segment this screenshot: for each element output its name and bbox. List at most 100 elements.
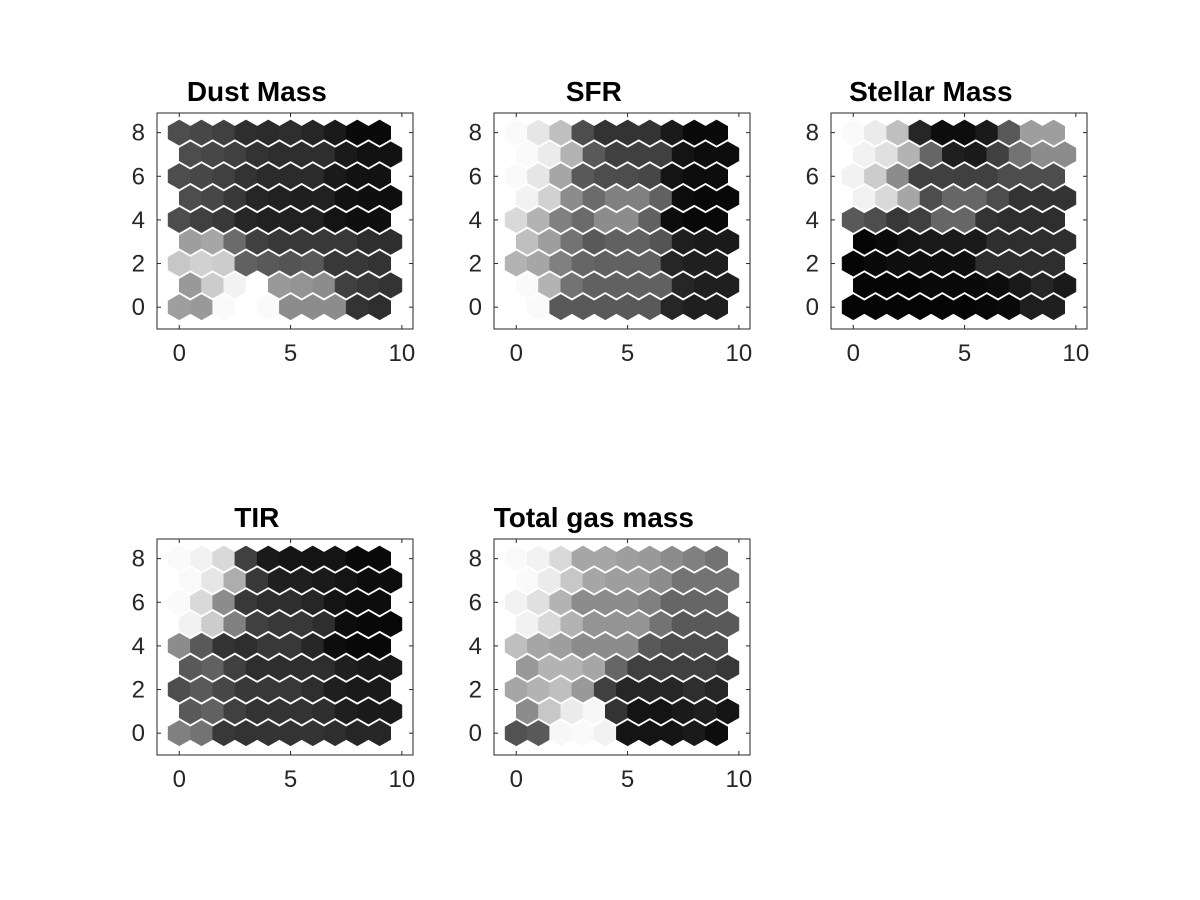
hex-cell: [345, 163, 369, 190]
hex-cell: [515, 698, 539, 725]
hex-cell: [638, 720, 662, 747]
hex-cell: [245, 185, 269, 212]
hex-cell: [705, 676, 729, 703]
hex-cell: [527, 545, 551, 572]
hex-cell: [616, 720, 640, 747]
hex-cell: [560, 654, 584, 681]
hex-cell: [560, 272, 584, 299]
hex-cell: [290, 654, 314, 681]
x-tick-label: 5: [621, 766, 634, 793]
hex-cell: [504, 720, 528, 747]
hex-cell: [671, 698, 695, 725]
hex-cell: [693, 141, 717, 168]
hex-cell: [527, 632, 551, 659]
hex-cell: [515, 611, 539, 638]
hex-cell: [660, 119, 684, 146]
hex-cell: [671, 141, 695, 168]
hex-cell: [716, 228, 740, 255]
hex-cell: [693, 185, 717, 212]
hex-cell: [705, 589, 729, 616]
hex-cell: [560, 185, 584, 212]
hex-cell: [290, 272, 314, 299]
panel-1: 0 5 10 0 2 4 6 8 SFR: [469, 76, 753, 367]
hex-cell: [245, 228, 269, 255]
hex-cell: [356, 698, 380, 725]
hex-cell: [504, 632, 528, 659]
hex-cell: [930, 250, 954, 277]
hex-cell: [682, 119, 706, 146]
hex-cell: [515, 654, 539, 681]
hex-cell: [538, 228, 562, 255]
hex-cell: [212, 294, 236, 321]
hex-cell: [941, 228, 965, 255]
hex-cell: [593, 294, 617, 321]
hex-cell: [256, 720, 280, 747]
hex-cell: [323, 250, 347, 277]
hex-cell: [290, 141, 314, 168]
hex-cell: [301, 163, 325, 190]
y-tick-label: 6: [469, 589, 482, 616]
hex-cell: [234, 632, 258, 659]
hex-cell: [549, 294, 573, 321]
hex-cell: [301, 589, 325, 616]
hex-cell: [368, 720, 392, 747]
axes-box: [493, 538, 751, 756]
hex-cell: [527, 589, 551, 616]
panel-title: Total gas mass: [494, 502, 694, 533]
hex-cell: [345, 206, 369, 233]
hex-cell: [234, 163, 258, 190]
hex-cell: [1042, 163, 1065, 190]
hex-cell: [616, 545, 640, 572]
hex-cell: [167, 632, 191, 659]
hex-cell: [549, 545, 573, 572]
hex-cell: [682, 206, 706, 233]
hex-cell: [953, 206, 977, 233]
hex-cell: [279, 294, 303, 321]
hex-cell: [627, 185, 651, 212]
hex-cell: [964, 141, 988, 168]
hex-cell: [279, 545, 303, 572]
hex-cell: [267, 611, 291, 638]
hex-cell: [571, 720, 595, 747]
hex-cell: [886, 206, 910, 233]
hex-cell: [616, 250, 640, 277]
y-tick-label: 8: [806, 120, 819, 147]
x-tick-label: 10: [1063, 340, 1090, 367]
hex-cell: [504, 589, 528, 616]
hex-cell: [964, 228, 988, 255]
hex-cell: [682, 163, 706, 190]
hex-cell: [368, 589, 392, 616]
hex-cell: [549, 632, 573, 659]
hex-cell: [549, 250, 573, 277]
hex-cell: [538, 611, 562, 638]
hex-cell: [379, 228, 403, 255]
hex-cell: [908, 250, 932, 277]
hex-cell: [975, 250, 999, 277]
hex-cell: [368, 206, 392, 233]
hex-cell: [627, 611, 651, 638]
hex-cell: [256, 119, 280, 146]
hex-cell: [212, 250, 236, 277]
hex-cell: [571, 250, 595, 277]
hex-cell: [256, 589, 280, 616]
hex-cell: [571, 676, 595, 703]
hex-cell: [604, 567, 628, 594]
hex-cell: [234, 545, 258, 572]
y-tick-label: 8: [132, 120, 145, 147]
hex-cell: [245, 567, 269, 594]
hex-cell: [1008, 185, 1032, 212]
hex-cell: [504, 545, 528, 572]
hex-cell: [616, 294, 640, 321]
hex-cell: [267, 185, 291, 212]
hex-cell: [368, 119, 392, 146]
hex-cell: [682, 720, 706, 747]
hex-cell: [693, 272, 717, 299]
hex-cell: [986, 185, 1010, 212]
hex-cell: [582, 698, 606, 725]
hex-cell: [538, 272, 562, 299]
hex-cell: [334, 567, 358, 594]
hex-cell: [234, 206, 258, 233]
hex-cell: [504, 163, 528, 190]
hex-cell: [167, 545, 191, 572]
hex-cell: [638, 163, 662, 190]
